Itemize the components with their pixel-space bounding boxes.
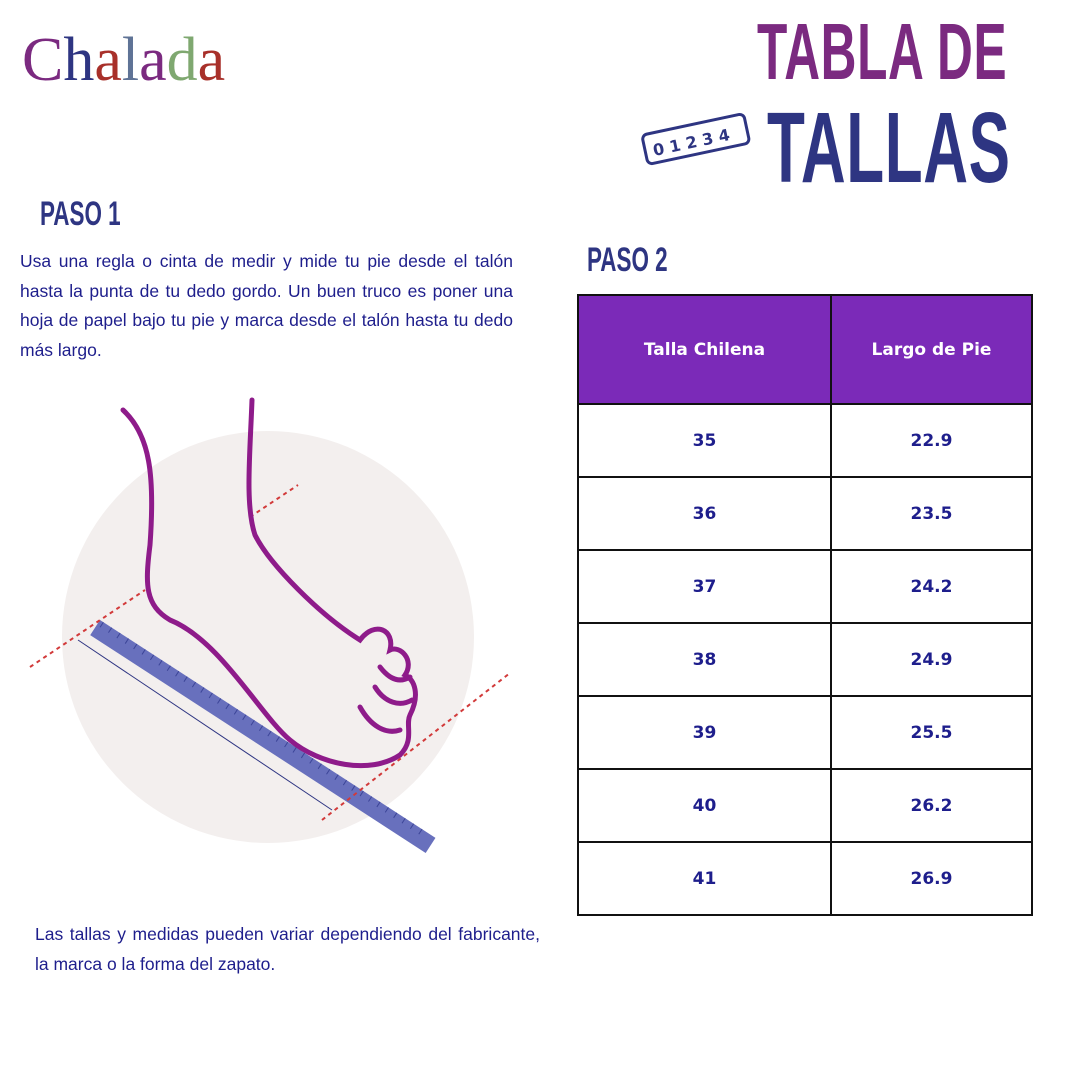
table-row: 41 26.9 — [577, 841, 1033, 916]
table-row: 36 23.5 — [577, 476, 1033, 551]
length-cell: 24.9 — [830, 622, 1033, 697]
table-row: 35 22.9 — [577, 403, 1033, 478]
length-cell: 22.9 — [830, 403, 1033, 478]
size-cell: 39 — [577, 695, 832, 770]
header-talla-chilena: Talla Chilena — [577, 294, 832, 405]
length-cell: 24.2 — [830, 549, 1033, 624]
step2-heading: PASO 2 — [587, 241, 668, 279]
table-row: 38 24.9 — [577, 622, 1033, 697]
size-cell: 35 — [577, 403, 832, 478]
svg-text:Chalada: Chalada — [22, 26, 225, 93]
foot-measurement-illustration — [29, 397, 511, 853]
table-row: 39 25.5 — [577, 695, 1033, 770]
length-cell: 25.5 — [830, 695, 1033, 770]
chalada-logo: Chalada — [22, 26, 225, 93]
step1-heading: PASO 1 — [40, 195, 121, 233]
size-table: Talla Chilena Largo de Pie 35 22.9 36 23.5… — [577, 294, 1033, 916]
length-cell: 26.9 — [830, 841, 1033, 916]
size-cell: 41 — [577, 841, 832, 916]
disclaimer-note: Las tallas y medidas pueden variar depen… — [35, 924, 540, 974]
ruler-icon: 0 1 2 3 4 — [641, 112, 751, 166]
table-row: 40 26.2 — [577, 768, 1033, 843]
size-cell: 38 — [577, 622, 832, 697]
header-largo-de-pie: Largo de Pie — [830, 294, 1033, 405]
table-header-row: Talla Chilena Largo de Pie — [577, 294, 1033, 405]
title-line-1: TABLA DE — [757, 7, 1008, 96]
size-cell: 36 — [577, 476, 832, 551]
table-row: 37 24.2 — [577, 549, 1033, 624]
length-cell: 26.2 — [830, 768, 1033, 843]
step1-text: Usa una regla o cinta de medir y mide tu… — [20, 251, 513, 360]
size-cell: 40 — [577, 768, 832, 843]
title-line-2: TALLAS — [767, 92, 1011, 204]
length-cell: 23.5 — [830, 476, 1033, 551]
size-cell: 37 — [577, 549, 832, 624]
